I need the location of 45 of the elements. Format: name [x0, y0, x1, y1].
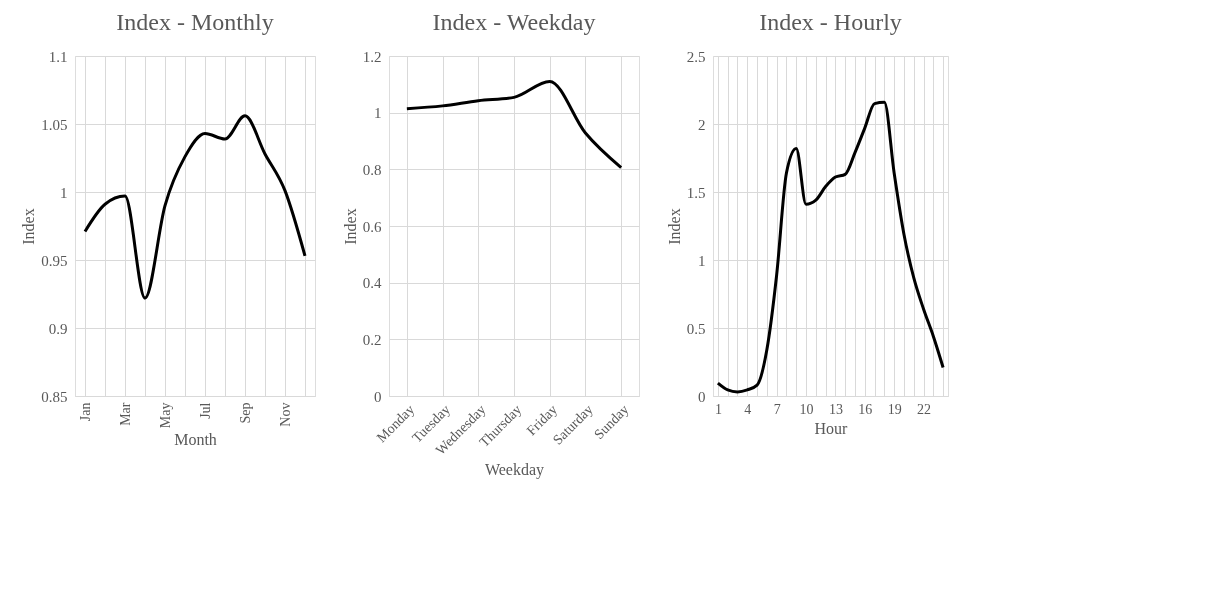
chart-title: Index - Hourly — [759, 9, 902, 35]
x-axis-title: Month — [174, 431, 217, 449]
y-tick-label: 0.2 — [362, 331, 382, 348]
y-tick-label: 1 — [698, 252, 706, 269]
x-tick-label: 4 — [744, 401, 752, 417]
x-tick-label: 22 — [917, 401, 932, 417]
y-axis-title: Index — [341, 208, 359, 245]
y-tick-label: 0.95 — [41, 252, 68, 269]
y-tick-label: 0 — [374, 388, 382, 405]
chart-title: Index - Monthly — [116, 9, 274, 35]
y-tick-label: 1 — [374, 105, 382, 122]
x-tick-label: 19 — [887, 401, 902, 417]
y-tick-label: 2.5 — [686, 48, 706, 65]
line-series — [716, 100, 945, 394]
y-tick-label: 0.4 — [362, 275, 382, 292]
y-tick-label: 1.2 — [362, 48, 382, 65]
x-tick-label: Jul — [197, 402, 213, 419]
y-axis-title: Index — [665, 208, 683, 245]
x-tick-label: Mar — [117, 402, 133, 426]
y-tick-label: 0.5 — [686, 320, 706, 337]
y-tick-label: 0.9 — [48, 320, 68, 337]
y-tick-label: 1.5 — [686, 184, 706, 201]
x-tick-label: 1 — [714, 401, 722, 417]
chart-title: Index - Weekday — [432, 9, 596, 35]
x-tick-label: Jan — [77, 402, 93, 422]
x-axis-title: Hour — [814, 419, 849, 437]
y-tick-label: 0.6 — [362, 218, 382, 235]
x-tick-label: 16 — [858, 401, 873, 417]
y-tick-label: 0.8 — [362, 161, 382, 178]
y-tick-label: 1.1 — [48, 48, 68, 65]
line-series — [83, 114, 307, 300]
x-tick-label: 7 — [773, 401, 781, 417]
x-tick-label: 10 — [799, 401, 814, 417]
y-axis-title: Index — [20, 208, 38, 245]
y-tick-label: 1 — [60, 184, 68, 201]
y-tick-label: 0.85 — [41, 388, 68, 405]
y-tick-label: 0 — [698, 388, 706, 405]
y-tick-label: 1.05 — [41, 116, 68, 133]
x-tick-label: Sep — [237, 402, 253, 424]
y-tick-label: 2 — [698, 116, 706, 133]
x-axis-title: Weekday — [484, 460, 545, 479]
x-tick-label: 13 — [828, 401, 843, 417]
x-tick-label: Nov — [277, 402, 293, 427]
x-tick-label: May — [157, 402, 173, 429]
line-series — [405, 80, 623, 170]
